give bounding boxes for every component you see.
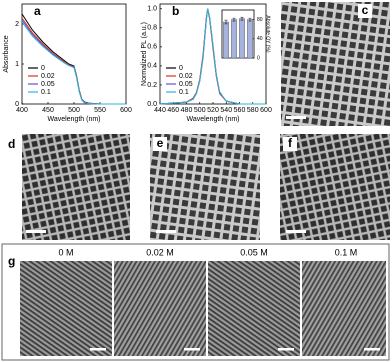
y-tick-label: 0.2 bbox=[147, 82, 157, 89]
series-line bbox=[159, 8, 266, 105]
scale-bar bbox=[286, 116, 306, 119]
bar bbox=[230, 19, 237, 59]
tem-image bbox=[20, 134, 130, 240]
legend-label: 0.05 bbox=[41, 81, 55, 88]
legend-label: 0.1 bbox=[41, 89, 51, 96]
panel-f: f bbox=[280, 134, 390, 240]
y-tick-label: 0.8 bbox=[147, 25, 157, 32]
x-tick-label: 400 bbox=[16, 107, 28, 114]
y-tick-label: 0 bbox=[15, 101, 19, 108]
x-tick-label: 480 bbox=[181, 107, 193, 114]
series-line bbox=[21, 21, 126, 105]
hrtem-image bbox=[208, 261, 300, 356]
error-bar bbox=[240, 16, 244, 21]
panel-label: c bbox=[362, 3, 369, 17]
x-axis-label: Wavelength (nm) bbox=[47, 116, 100, 123]
x-tick-label: 520 bbox=[207, 107, 219, 114]
scale-bar bbox=[278, 348, 294, 351]
scale-bar bbox=[184, 348, 200, 351]
error-bar bbox=[248, 17, 252, 22]
x-tick-label: 450 bbox=[42, 107, 54, 114]
legend-label: 0 bbox=[179, 65, 183, 72]
panel-d: d bbox=[0, 134, 130, 240]
panel-label: b bbox=[172, 4, 179, 18]
x-tick-label: 560 bbox=[234, 107, 246, 114]
y-tick-label: 1 bbox=[15, 61, 19, 68]
panel-label: g bbox=[8, 254, 15, 268]
panel-e: e bbox=[150, 134, 260, 240]
bar bbox=[222, 21, 229, 59]
x-tick-label: 580 bbox=[247, 107, 259, 114]
caption: 0 M bbox=[58, 247, 73, 257]
x-tick-label: 600 bbox=[260, 107, 272, 114]
panel-g: g 0 M 0.02 M 0.05 M 0.1 M bbox=[1, 243, 390, 361]
x-tick-label: 440 bbox=[154, 107, 166, 114]
panel-label: f bbox=[288, 136, 293, 150]
mask bbox=[0, 134, 22, 240]
y-tick-label: 2 bbox=[15, 21, 19, 28]
caption: 0.1 M bbox=[335, 247, 358, 257]
y-tick-label: 1.0 bbox=[147, 6, 157, 13]
panel-label: e bbox=[157, 136, 164, 150]
y-tick-label: 80 bbox=[257, 17, 263, 23]
error-bar bbox=[232, 17, 236, 22]
x-tick-label: 500 bbox=[194, 107, 206, 114]
y-axis-label: Normalized PL (a.u.) bbox=[141, 22, 148, 86]
tem-image bbox=[281, 2, 390, 126]
y-tick-label: 0 bbox=[257, 55, 260, 61]
scale-bar bbox=[286, 230, 306, 233]
legend-label: 0.02 bbox=[41, 73, 55, 80]
x-axis-label: Wavelength (nm) bbox=[186, 116, 239, 123]
legend-label: 0.1 bbox=[179, 89, 189, 96]
hrtem-image bbox=[114, 261, 206, 356]
label-box bbox=[358, 4, 372, 18]
plot-frame bbox=[21, 3, 127, 105]
y-tick-label: 0.4 bbox=[147, 63, 157, 70]
label-box bbox=[283, 137, 297, 151]
bar bbox=[238, 18, 245, 59]
y-axis-label: Absolute QY (%) bbox=[265, 15, 271, 52]
x-tick-label: 550 bbox=[94, 107, 106, 114]
scale-bar bbox=[90, 348, 106, 351]
scale-bar bbox=[156, 230, 176, 233]
tem-image bbox=[280, 134, 390, 240]
tem-image bbox=[150, 134, 260, 240]
hrtem-image bbox=[20, 261, 112, 356]
panel-c: c bbox=[281, 2, 390, 126]
frame bbox=[1, 243, 390, 361]
y-tick-label: 40 bbox=[257, 36, 263, 42]
y-tick-label: 0.6 bbox=[147, 44, 157, 51]
scale-bar bbox=[364, 348, 380, 351]
x-tick-label: 460 bbox=[167, 107, 179, 114]
series-line bbox=[21, 17, 126, 105]
caption: 0.05 M bbox=[240, 247, 268, 257]
hrtem-image bbox=[302, 261, 386, 356]
legend-label: 0.05 bbox=[179, 81, 193, 88]
y-axis-label: Absorbance bbox=[3, 35, 10, 72]
caption: 0.02 M bbox=[146, 247, 174, 257]
label-box bbox=[153, 137, 167, 151]
panel-label: a bbox=[34, 4, 41, 18]
panel-label: d bbox=[8, 137, 15, 151]
x-tick-label: 500 bbox=[68, 107, 80, 114]
legend-label: 0 bbox=[41, 65, 45, 72]
series-line bbox=[21, 13, 126, 105]
x-tick-label: 540 bbox=[220, 107, 232, 114]
scale-bar bbox=[26, 230, 46, 233]
bar bbox=[246, 19, 253, 59]
error-bar bbox=[224, 19, 228, 25]
y-tick-label: 0.0 bbox=[147, 101, 157, 108]
x-tick-label: 600 bbox=[120, 107, 132, 114]
legend-label: 0.02 bbox=[179, 73, 193, 80]
